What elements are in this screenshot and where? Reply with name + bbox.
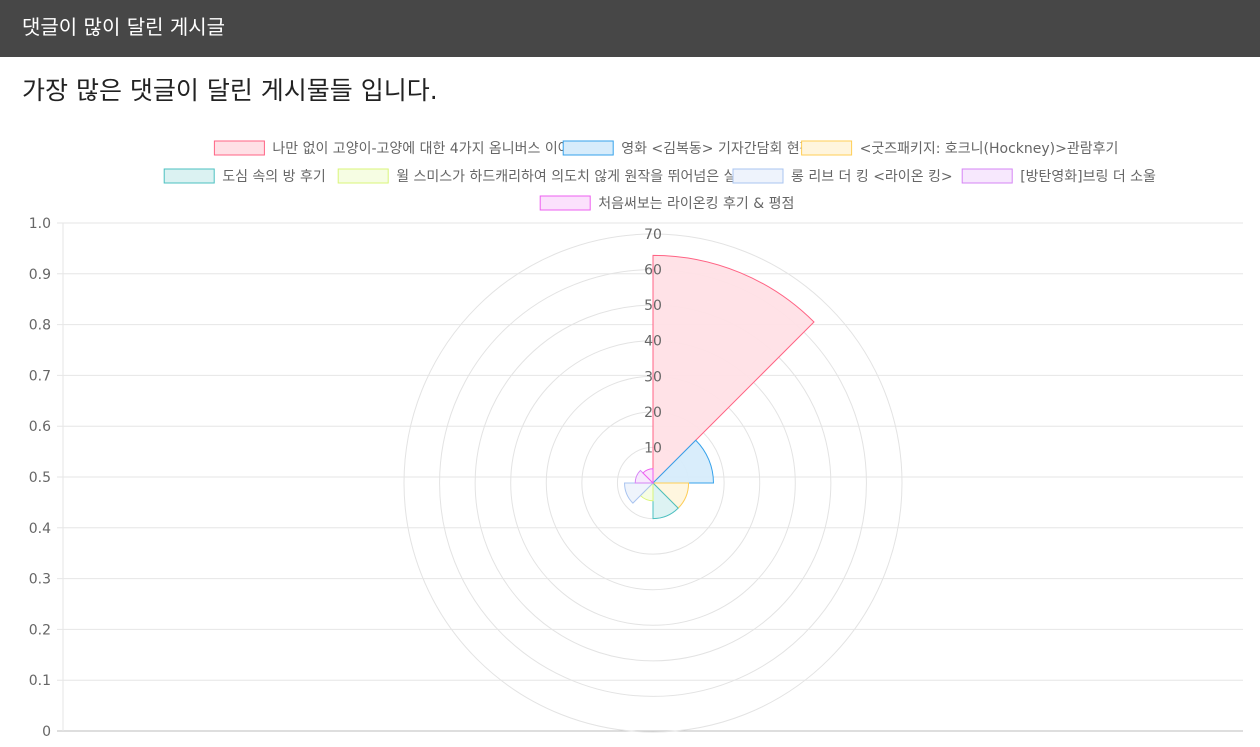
y-tick-label: 1.0 bbox=[29, 216, 51, 232]
y-tick-label: 0.5 bbox=[29, 470, 51, 486]
y-tick-label: 0.7 bbox=[29, 368, 51, 384]
app-title: 댓글이 많이 달린 게시글 bbox=[22, 15, 226, 39]
radial-tick-label: 60 bbox=[644, 263, 662, 279]
legend-swatch-1[interactable] bbox=[213, 140, 265, 156]
radial-tick-label: 30 bbox=[644, 369, 662, 385]
legend-label-1[interactable]: 나만 없이 고양이-고양에 대한 4가지 옴니버스 이야기 bbox=[272, 141, 583, 157]
radial-tick-label: 10 bbox=[644, 440, 662, 456]
legend-swatch-8[interactable] bbox=[539, 195, 591, 211]
legend-swatch-4[interactable] bbox=[163, 168, 215, 184]
y-tick-label: 0.6 bbox=[29, 419, 51, 435]
polar-segment-8[interactable] bbox=[642, 468, 654, 485]
y-tick-label: 0.1 bbox=[29, 673, 51, 689]
polar-segment-7[interactable] bbox=[634, 469, 655, 484]
top-bar: 댓글이 많이 달린 게시글 bbox=[0, 0, 1260, 57]
polar-segment-2[interactable] bbox=[651, 439, 714, 484]
y-tick-label: 0.8 bbox=[29, 318, 51, 334]
y-tick-label: 0.9 bbox=[29, 267, 51, 283]
radial-tick-label: 70 bbox=[644, 227, 662, 243]
legend-swatch-2[interactable] bbox=[562, 140, 614, 156]
legend-label-7[interactable]: [방탄영화]브링 더 소울 bbox=[1020, 169, 1156, 185]
polar-segment-1[interactable] bbox=[652, 254, 815, 485]
polar-segment-4[interactable] bbox=[652, 481, 679, 520]
legend-swatch-5[interactable] bbox=[337, 168, 389, 184]
legend-label-8[interactable]: 처음써보는 라이온킹 후기 & 평점 bbox=[598, 196, 794, 212]
legend-label-5[interactable]: 윌 스미스가 하드캐리하여 의도치 않게 원작을 뛰어넘은 실사영화 bbox=[396, 169, 775, 185]
y-tick-label: 0.4 bbox=[29, 521, 51, 537]
legend-swatch-3[interactable] bbox=[801, 140, 853, 156]
legend-swatch-6[interactable] bbox=[732, 168, 784, 184]
radial-tick-label: 40 bbox=[644, 334, 662, 350]
radial-tick-label: 50 bbox=[644, 298, 662, 314]
legend-label-4[interactable]: 도심 속의 방 후기 bbox=[222, 169, 326, 185]
radial-gridline bbox=[403, 233, 903, 733]
y-tick-label: 0.2 bbox=[29, 622, 51, 638]
page-heading: 가장 많은 댓글이 달린 게시물들 입니다. bbox=[22, 76, 438, 105]
y-tick-label: 0.3 bbox=[29, 572, 51, 588]
legend-label-2[interactable]: 영화 <김복동> 기자간담회 현장 bbox=[621, 141, 812, 157]
radial-tick-label: 20 bbox=[644, 405, 662, 421]
y-tick-label: 0 bbox=[42, 724, 51, 740]
legend-label-3[interactable]: <굿즈패키지: 호크니(Hockney)>관람후기 bbox=[860, 141, 1119, 157]
legend-label-6[interactable]: 롱 리브 더 킹 <라이온 킹> bbox=[791, 169, 953, 185]
legend-swatch-7[interactable] bbox=[961, 168, 1013, 184]
polar-segment-6[interactable] bbox=[624, 482, 655, 504]
